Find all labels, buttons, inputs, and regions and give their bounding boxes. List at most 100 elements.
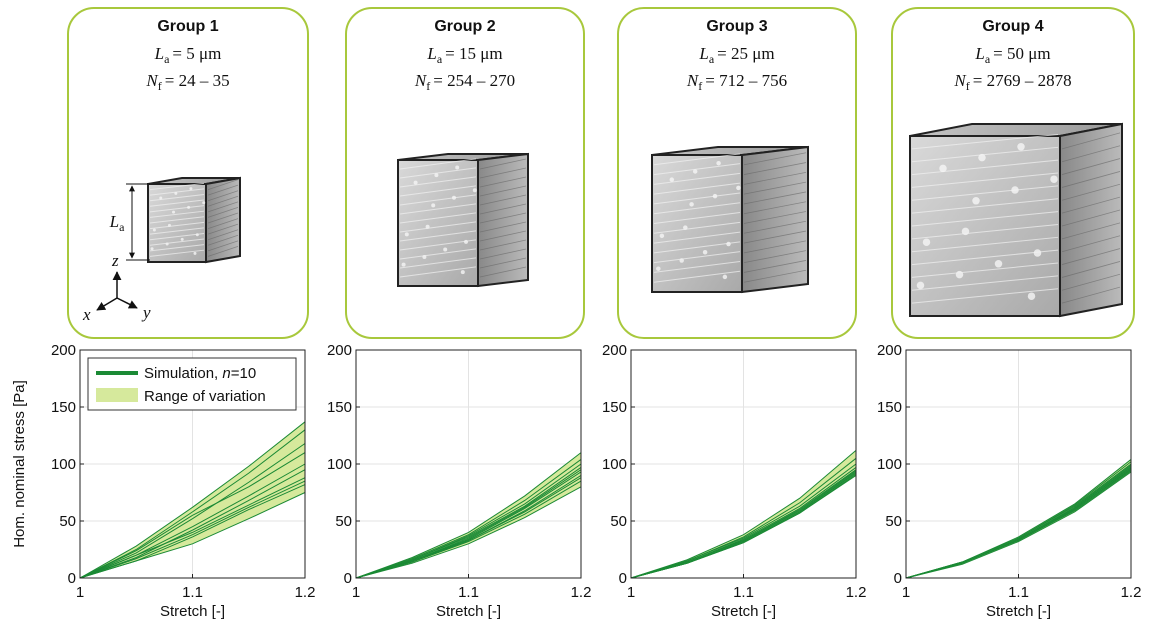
symbol: L — [426, 44, 436, 63]
y-tick-label: 0 — [344, 570, 352, 587]
y-tick-label: 200 — [51, 342, 76, 359]
x-tick-label: 1.2 — [1121, 584, 1142, 601]
symbol-line: La= 5 μm — [154, 44, 222, 66]
fiber-end — [181, 238, 184, 241]
fiber-end — [443, 247, 447, 251]
subscript: a — [119, 220, 125, 234]
fiber-end — [670, 177, 675, 182]
y-tick-label: 200 — [602, 342, 627, 359]
fiber-end — [923, 238, 931, 246]
fiber-end — [716, 161, 721, 166]
fiber-end — [159, 197, 162, 200]
y-tick-label: 50 — [610, 513, 627, 530]
fiber-cube — [148, 178, 240, 262]
x-tick-label: 1 — [902, 584, 910, 601]
legend-label-part: Simulation, — [144, 365, 222, 382]
y-axis-label: Hom. nominal stress [Pa] — [11, 380, 28, 548]
legend-label: Range of variation — [144, 388, 266, 405]
fiber-end — [405, 232, 409, 236]
symbol-value: = 25 μm — [717, 44, 774, 63]
axis-label: y — [141, 303, 151, 322]
subscript: a — [164, 52, 170, 66]
y-tick-label: 50 — [885, 513, 902, 530]
subscript: f — [966, 79, 970, 93]
fiber-end — [431, 203, 435, 207]
y-tick-label: 150 — [327, 399, 352, 416]
fiber-end — [174, 192, 177, 195]
legend-label-part: n — [222, 365, 230, 382]
y-tick-label: 150 — [51, 399, 76, 416]
legend-label-part: =10 — [231, 365, 256, 382]
y-tick-label: 50 — [335, 513, 352, 530]
x-axis-label: Stretch [-] — [986, 603, 1051, 620]
x-tick-label: 1.2 — [846, 584, 867, 601]
fiber-end — [1050, 175, 1058, 183]
x-tick-label: 1.2 — [571, 584, 592, 601]
symbol-value: = 5 μm — [172, 44, 221, 63]
group-title: Group 4 — [982, 18, 1043, 35]
x-tick-label: 1.1 — [182, 584, 203, 601]
x-tick-label: 1 — [627, 584, 635, 601]
y-tick-label: 150 — [877, 399, 902, 416]
fiber-end — [1011, 186, 1019, 194]
fiber-end — [452, 196, 456, 200]
x-tick-label: 1.1 — [458, 584, 479, 601]
fiber-end — [461, 270, 465, 274]
fiber-end — [713, 194, 718, 199]
symbol-line: Nf= 254 – 270 — [414, 71, 515, 93]
cube-side — [1060, 124, 1122, 316]
subscript: f — [426, 79, 430, 93]
fiber-end — [1028, 292, 1036, 300]
fiber-end — [414, 181, 418, 185]
fiber-end — [153, 229, 156, 232]
symbol: L — [109, 212, 119, 231]
cube-side — [478, 154, 528, 286]
y-tick-label: 0 — [68, 570, 76, 587]
symbol-line: Nf= 2769 – 2878 — [953, 71, 1071, 93]
y-tick-label: 100 — [877, 456, 902, 473]
axis-arrow — [97, 298, 117, 310]
group-title: Group 2 — [434, 18, 495, 35]
y-tick-label: 50 — [59, 513, 76, 530]
symbol-line: La= 15 μm — [426, 44, 502, 66]
subscript: f — [698, 79, 702, 93]
fiber-cube — [652, 147, 808, 292]
axis-label: x — [82, 305, 91, 324]
symbol-value: = 15 μm — [445, 44, 502, 63]
symbol-line: Nf= 712 – 756 — [686, 71, 787, 93]
fiber-end — [187, 206, 190, 209]
symbol: L — [974, 44, 984, 63]
symbol-line: La= 50 μm — [974, 44, 1050, 66]
symbol-line: La — [109, 212, 125, 234]
y-tick-label: 200 — [877, 342, 902, 359]
x-axis-label: Stretch [-] — [436, 603, 501, 620]
symbol-value: = 24 – 35 — [165, 71, 230, 90]
fiber-cube — [910, 124, 1122, 316]
fiber-end — [1034, 249, 1042, 257]
fiber-end — [473, 188, 477, 192]
axis-arrow — [117, 298, 137, 308]
y-tick-label: 0 — [894, 570, 902, 587]
fiber-end — [972, 197, 980, 205]
legend-band-swatch — [96, 388, 138, 402]
fiber-end — [693, 169, 698, 174]
fiber-end — [656, 266, 661, 271]
symbol: L — [154, 44, 164, 63]
fiber-end — [917, 282, 925, 290]
y-tick-label: 100 — [51, 456, 76, 473]
fiber-end — [455, 166, 459, 170]
group-title: Group 3 — [706, 18, 767, 35]
fiber-cube — [398, 154, 528, 286]
fiber-end — [995, 260, 1003, 268]
x-tick-label: 1.2 — [295, 584, 316, 601]
x-axis-label: Stretch [-] — [160, 603, 225, 620]
subscript: f — [158, 79, 162, 93]
y-tick-label: 100 — [602, 456, 627, 473]
fiber-end — [956, 271, 964, 279]
symbol-line: Nf= 24 – 35 — [145, 71, 229, 93]
symbol-value: = 254 – 270 — [433, 71, 515, 90]
fiber-end — [202, 201, 205, 204]
fiber-end — [193, 252, 196, 255]
x-tick-label: 1 — [352, 584, 360, 601]
symbol-line: La= 25 μm — [698, 44, 774, 66]
